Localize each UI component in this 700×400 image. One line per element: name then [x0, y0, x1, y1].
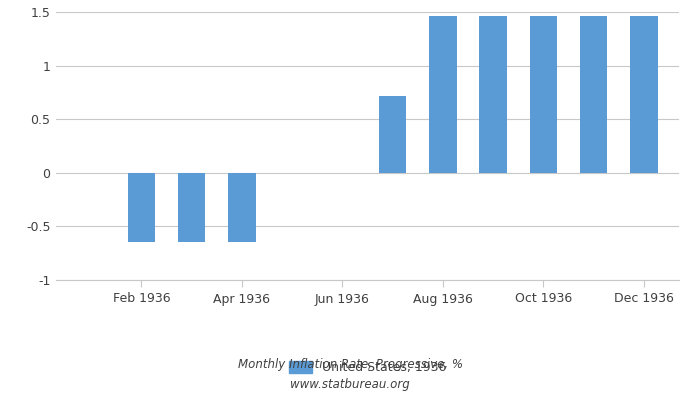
Bar	[429, 16, 456, 173]
Text: Monthly Inflation Rate, Progressive, %: Monthly Inflation Rate, Progressive, %	[237, 358, 463, 371]
Text: www.statbureau.org: www.statbureau.org	[290, 378, 410, 391]
Bar	[178, 173, 206, 242]
Bar	[529, 16, 557, 173]
Bar	[127, 173, 155, 242]
Bar	[379, 96, 407, 173]
Bar	[580, 16, 608, 173]
Bar	[480, 16, 507, 173]
Bar	[630, 16, 657, 173]
Legend: United States, 1936: United States, 1936	[289, 361, 446, 374]
Bar	[228, 173, 256, 242]
